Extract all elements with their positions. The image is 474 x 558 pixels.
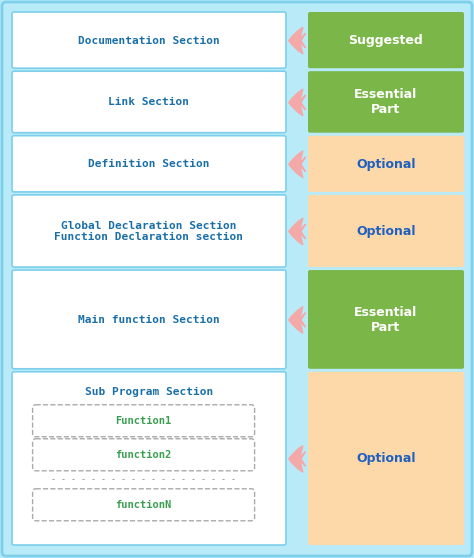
Text: Suggested: Suggested	[348, 34, 423, 47]
Text: Global Declaration Section
Function Declaration section: Global Declaration Section Function Decl…	[55, 220, 244, 242]
Text: - - - - - - - - - - - - - - - - - - -: - - - - - - - - - - - - - - - - - - -	[51, 475, 236, 484]
FancyBboxPatch shape	[308, 136, 464, 192]
FancyBboxPatch shape	[12, 372, 286, 545]
Text: Optional: Optional	[356, 158, 416, 171]
Text: Main function Section: Main function Section	[78, 315, 220, 325]
FancyBboxPatch shape	[12, 270, 286, 369]
FancyBboxPatch shape	[308, 372, 464, 545]
Text: function2: function2	[116, 450, 172, 460]
Text: Documentation Section: Documentation Section	[78, 36, 220, 46]
Text: Link Section: Link Section	[109, 98, 190, 108]
Text: functionN: functionN	[116, 500, 172, 510]
Text: Essential
Part: Essential Part	[355, 306, 418, 334]
FancyBboxPatch shape	[12, 136, 286, 192]
FancyBboxPatch shape	[12, 71, 286, 133]
FancyBboxPatch shape	[33, 439, 255, 471]
Text: Optional: Optional	[356, 225, 416, 238]
FancyBboxPatch shape	[12, 195, 286, 267]
Text: Sub Program Section: Sub Program Section	[85, 387, 213, 397]
FancyBboxPatch shape	[33, 489, 255, 521]
FancyBboxPatch shape	[12, 12, 286, 68]
FancyBboxPatch shape	[308, 12, 464, 68]
Text: Function1: Function1	[116, 416, 172, 426]
FancyBboxPatch shape	[308, 195, 464, 267]
Text: Essential
Part: Essential Part	[355, 89, 418, 117]
FancyBboxPatch shape	[308, 270, 464, 369]
FancyBboxPatch shape	[308, 71, 464, 133]
FancyBboxPatch shape	[33, 405, 255, 437]
Text: Optional: Optional	[356, 453, 416, 465]
Text: Definition Section: Definition Section	[88, 159, 210, 169]
